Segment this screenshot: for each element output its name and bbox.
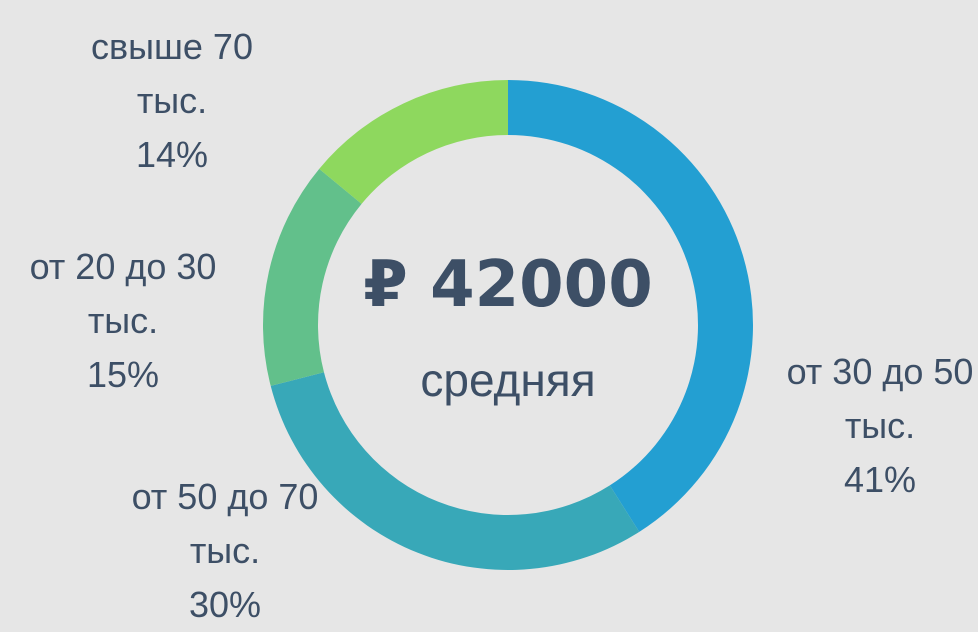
value-label: 41% bbox=[843, 459, 917, 500]
donut-segment bbox=[508, 80, 753, 532]
category-label: от 30 до 50 тыс. bbox=[786, 351, 974, 446]
segment-label: от 30 до 50 тыс. 41% bbox=[785, 345, 975, 507]
donut-segment bbox=[270, 372, 640, 570]
category-label: от 20 до 30 тыс. bbox=[29, 246, 217, 341]
category-label: свыше 70 тыс. bbox=[91, 26, 253, 121]
donut-segment bbox=[263, 168, 362, 386]
segment-label: свыше 70 тыс. 14% bbox=[52, 20, 292, 182]
value-label: 15% bbox=[86, 354, 160, 395]
center-value: ₽ 42000 bbox=[363, 248, 653, 322]
value-label: 30% bbox=[188, 584, 262, 625]
value-label: 14% bbox=[135, 134, 209, 175]
segment-label: от 20 до 30 тыс. 15% bbox=[28, 240, 218, 402]
segment-label: от 50 до 70 тыс. 30% bbox=[130, 470, 320, 632]
center-label: средняя bbox=[420, 354, 596, 406]
donut-segment bbox=[319, 79, 508, 204]
category-label: от 50 до 70 тыс. bbox=[131, 476, 319, 571]
